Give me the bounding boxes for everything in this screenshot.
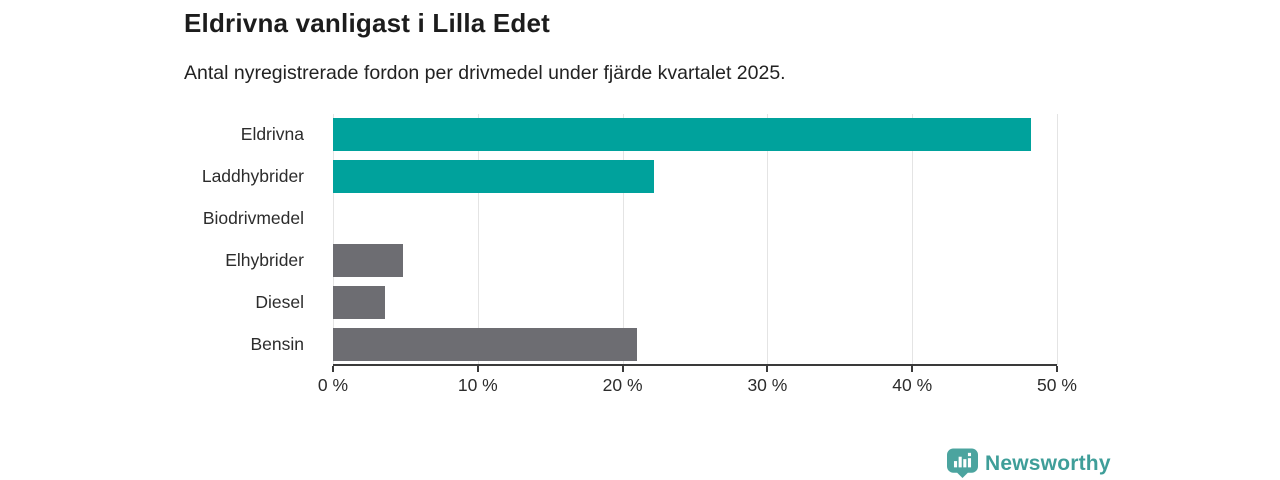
- category-label-eldrivna: Eldrivna: [240, 124, 304, 145]
- tick-label-10-percent: 10 %: [457, 375, 498, 395]
- newsworthy-wordmark: Newsworthy: [985, 451, 1111, 475]
- category-label-laddhybrider: Laddhybrider: [201, 166, 304, 187]
- y-axis-labels: Eldrivna Laddhybrider Biodrivmedel Elhybrid…: [0, 114, 319, 365]
- tick-mark-20-percent: [621, 366, 624, 372]
- tick-label-50-percent: 50 %: [1037, 375, 1077, 395]
- gridline-10-percent: [477, 114, 479, 365]
- x-axis-line: [333, 364, 1057, 366]
- chart-subtitle: Antal nyregistrerade fordon per drivmede…: [184, 62, 786, 84]
- newsworthy-logo: Newsworthy: [947, 448, 1111, 479]
- tick-label-20-percent: 20 %: [602, 375, 643, 395]
- bar-elhybrider: [333, 243, 403, 277]
- chart-title: Eldrivna vanligast i Lilla Edet: [184, 8, 550, 38]
- gridline-50-percent: [1057, 114, 1058, 365]
- gridline-40-percent: [912, 114, 914, 365]
- tick-mark-50-percent: [1056, 366, 1058, 372]
- bar-eldrivna: [333, 118, 1031, 152]
- tick-mark-10-percent: [476, 366, 479, 372]
- tick-label-30-percent: 30 %: [747, 375, 788, 395]
- plot-area: [333, 114, 1058, 365]
- bar-bensin: [333, 327, 638, 361]
- tick-mark-30-percent: [766, 366, 769, 372]
- category-label-biodrivmedel: Biodrivmedel: [202, 208, 304, 229]
- bar-laddhybrider: [333, 160, 655, 194]
- gridline-30-percent: [767, 114, 769, 365]
- tick-label-40-percent: 40 %: [892, 375, 933, 395]
- tick-mark-40-percent: [911, 366, 914, 372]
- x-axis-tick-labels: 0 % 10 % 20 % 30 % 40 % 50 %: [318, 375, 1077, 399]
- category-label-bensin: Bensin: [250, 333, 304, 354]
- tick-label-0-percent: 0 %: [317, 375, 349, 395]
- bar-diesel: [333, 285, 386, 319]
- gridline-0-percent: [333, 114, 334, 365]
- newsworthy-bar-chart-bubble-icon: [947, 448, 978, 479]
- category-label-elhybrider: Elhybrider: [225, 249, 304, 270]
- tick-mark-0-percent: [332, 366, 334, 372]
- gridline-20-percent: [622, 114, 624, 365]
- category-label-diesel: Diesel: [255, 291, 304, 312]
